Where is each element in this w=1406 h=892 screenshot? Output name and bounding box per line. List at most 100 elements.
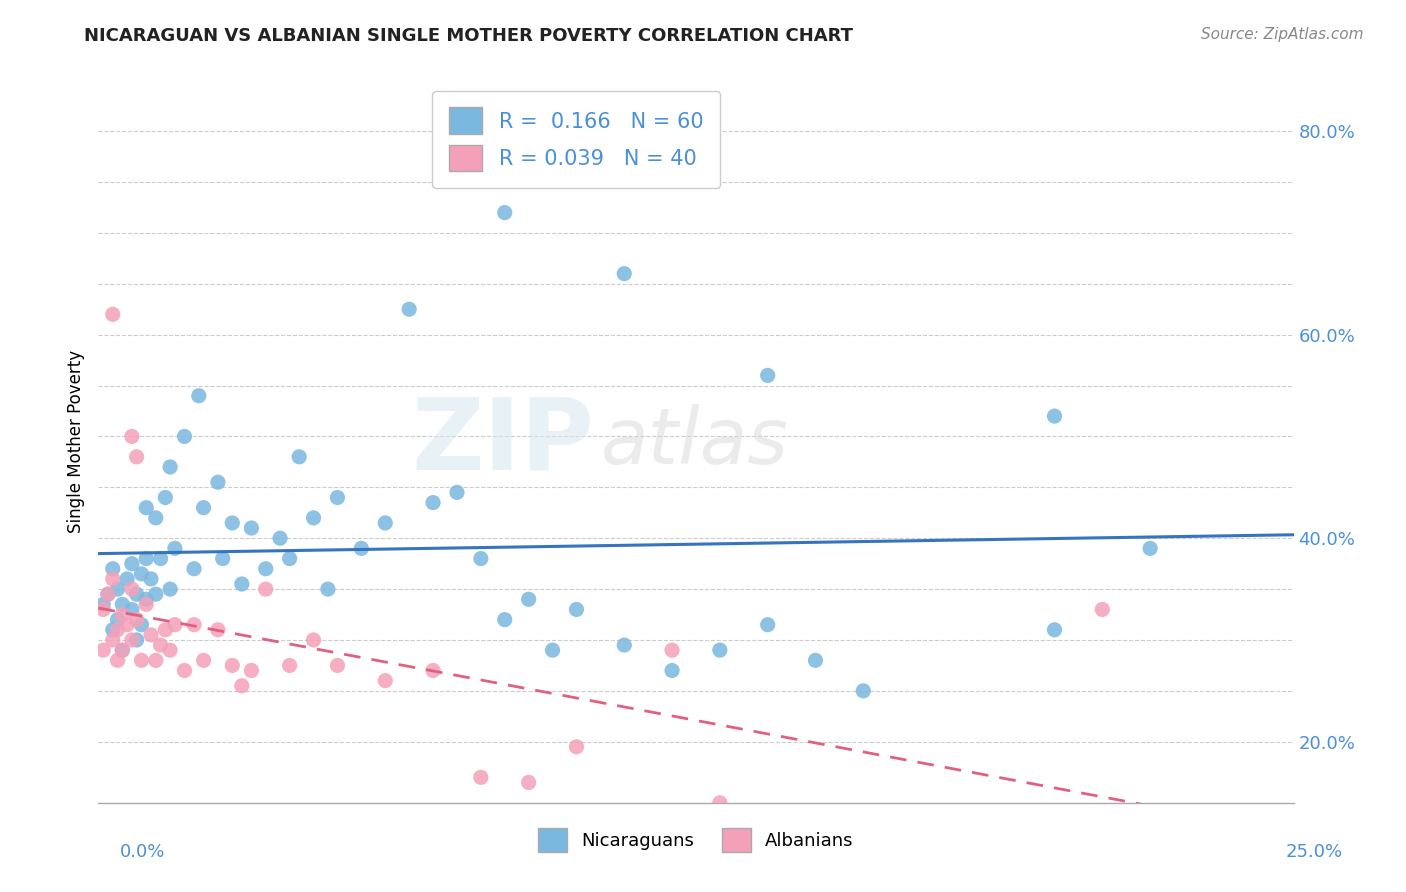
Point: [101, 562, 124, 576]
Point: [221, 516, 243, 530]
Point: [145, 587, 167, 601]
Point: [193, 653, 215, 667]
Point: [135, 598, 157, 612]
Point: [101, 632, 124, 647]
Point: [316, 582, 339, 596]
Point: [101, 623, 124, 637]
Point: [350, 541, 373, 556]
Point: [756, 617, 779, 632]
Point: [207, 475, 229, 490]
Point: [145, 653, 167, 667]
Point: [115, 617, 138, 632]
Point: [565, 739, 588, 754]
Point: [97, 587, 120, 601]
Point: [709, 796, 731, 810]
Point: [661, 664, 683, 678]
Point: [125, 632, 148, 647]
Point: [135, 500, 157, 515]
Point: [613, 638, 636, 652]
Point: [125, 450, 148, 464]
Point: [709, 643, 731, 657]
Point: [135, 551, 157, 566]
Point: [163, 541, 186, 556]
Point: [111, 598, 134, 612]
Point: [101, 307, 124, 321]
Point: [131, 566, 153, 581]
Point: [613, 267, 636, 281]
Point: [269, 531, 291, 545]
Point: [159, 460, 181, 475]
Text: NICARAGUAN VS ALBANIAN SINGLE MOTHER POVERTY CORRELATION CHART: NICARAGUAN VS ALBANIAN SINGLE MOTHER POV…: [84, 27, 853, 45]
Point: [121, 632, 143, 647]
Point: [111, 643, 134, 657]
Point: [1043, 623, 1066, 637]
Point: [374, 673, 396, 688]
Point: [125, 613, 148, 627]
Point: [494, 613, 516, 627]
Point: [422, 664, 444, 678]
Point: [131, 653, 153, 667]
Point: [173, 429, 195, 443]
Point: [111, 607, 134, 622]
Point: [193, 500, 215, 515]
Point: [121, 429, 143, 443]
Point: [145, 511, 167, 525]
Point: [804, 653, 827, 667]
Text: ZIP: ZIP: [412, 393, 595, 490]
Text: 0.0%: 0.0%: [120, 843, 165, 861]
Point: [211, 551, 233, 566]
Point: [121, 557, 143, 571]
Point: [155, 623, 177, 637]
Point: [173, 664, 195, 678]
Point: [159, 643, 181, 657]
Point: [101, 572, 124, 586]
Point: [288, 450, 311, 464]
Point: [470, 770, 492, 784]
Legend: Nicaraguans, Albanians: Nicaraguans, Albanians: [531, 822, 860, 859]
Point: [159, 582, 181, 596]
Text: 25.0%: 25.0%: [1285, 843, 1343, 861]
Point: [517, 592, 540, 607]
Point: [1091, 602, 1114, 616]
Point: [278, 551, 301, 566]
Text: atlas: atlas: [600, 403, 789, 480]
Point: [517, 775, 540, 789]
Point: [97, 587, 120, 601]
Point: [183, 562, 205, 576]
Point: [661, 643, 683, 657]
Point: [1139, 541, 1161, 556]
Point: [254, 562, 277, 576]
Point: [155, 491, 177, 505]
Point: [278, 658, 301, 673]
Point: [149, 551, 172, 566]
Point: [852, 684, 875, 698]
Point: [494, 205, 516, 219]
Point: [135, 592, 157, 607]
Point: [254, 582, 277, 596]
Point: [125, 587, 148, 601]
Point: [231, 577, 253, 591]
Point: [111, 643, 134, 657]
Point: [326, 658, 349, 673]
Point: [139, 628, 162, 642]
Point: [240, 664, 263, 678]
Point: [91, 643, 114, 657]
Point: [756, 368, 779, 383]
Point: [91, 602, 114, 616]
Point: [149, 638, 172, 652]
Point: [107, 582, 129, 596]
Y-axis label: Single Mother Poverty: Single Mother Poverty: [66, 350, 84, 533]
Point: [398, 302, 420, 317]
Text: Source: ZipAtlas.com: Source: ZipAtlas.com: [1201, 27, 1364, 42]
Point: [131, 617, 153, 632]
Point: [565, 602, 588, 616]
Point: [91, 598, 114, 612]
Point: [541, 643, 564, 657]
Point: [139, 572, 162, 586]
Point: [240, 521, 263, 535]
Point: [446, 485, 468, 500]
Point: [107, 623, 129, 637]
Point: [302, 632, 325, 647]
Point: [374, 516, 396, 530]
Point: [422, 495, 444, 509]
